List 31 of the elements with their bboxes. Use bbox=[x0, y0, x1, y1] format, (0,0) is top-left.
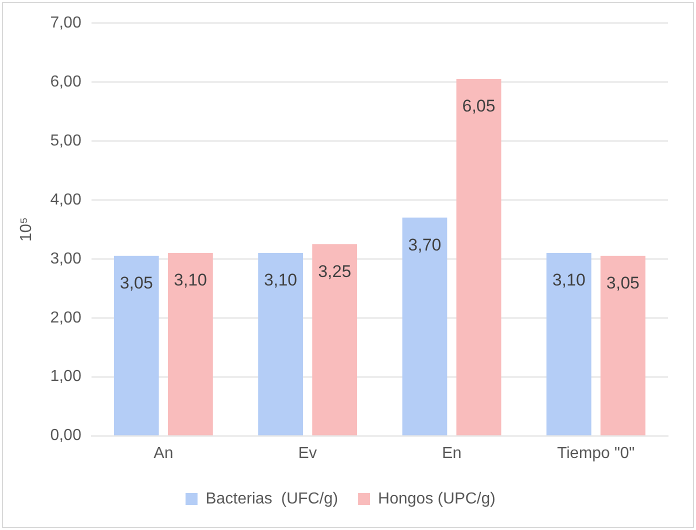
data-label: 3,05 bbox=[120, 274, 153, 293]
y-tick-label: 1,00 bbox=[50, 368, 82, 386]
data-label: 3,70 bbox=[408, 235, 442, 254]
bar bbox=[168, 252, 213, 436]
y-tick-label: 5,00 bbox=[50, 132, 82, 150]
bar bbox=[456, 79, 502, 436]
legend-label: Hongos (UPC/g) bbox=[378, 490, 496, 508]
data-label: 3,10 bbox=[552, 270, 586, 290]
x-tick-label: En bbox=[442, 444, 462, 462]
bar bbox=[114, 256, 159, 436]
bar bbox=[600, 256, 646, 436]
y-tick-label: 4,00 bbox=[50, 191, 82, 208]
x-tick-label: An bbox=[154, 444, 174, 462]
bar bbox=[402, 218, 448, 436]
y-axis-title: 10⁵ bbox=[18, 217, 36, 242]
y-tick-label: 2,00 bbox=[50, 309, 82, 326]
bar bbox=[546, 252, 592, 436]
y-tick-label: 6,00 bbox=[50, 73, 82, 90]
data-label: 3,05 bbox=[606, 274, 640, 293]
data-label: 6,05 bbox=[462, 96, 496, 116]
legend-label: Bacterias (UFC/g) bbox=[206, 490, 338, 508]
data-label: 3,25 bbox=[318, 262, 352, 281]
y-tick-label: 7,00 bbox=[50, 14, 82, 32]
data-label: 3,10 bbox=[264, 270, 298, 290]
bar bbox=[258, 252, 303, 436]
bar bbox=[312, 244, 358, 436]
y-tick-label: 0,00 bbox=[50, 427, 82, 444]
x-tick-label: Tiempo "0" bbox=[557, 444, 635, 462]
x-tick-label: Ev bbox=[298, 444, 317, 462]
data-label: 3,10 bbox=[174, 270, 207, 290]
y-tick-label: 3,00 bbox=[50, 250, 82, 268]
